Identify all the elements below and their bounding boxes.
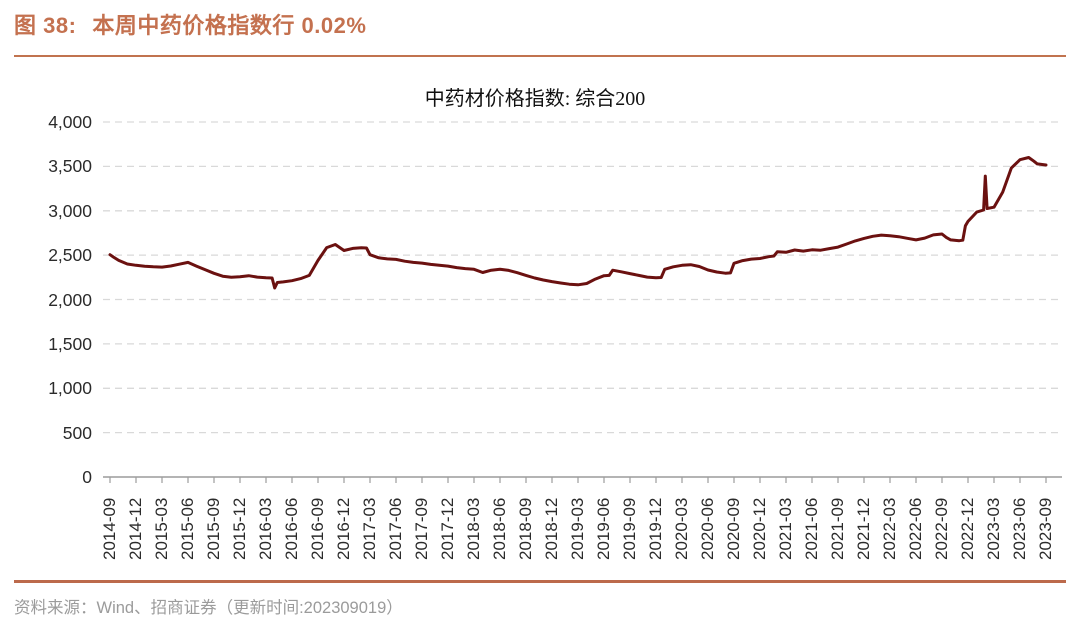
y-axis-label: 4,000 xyxy=(48,112,92,132)
title-separator xyxy=(14,55,1066,57)
x-axis-label: 2021-06 xyxy=(802,497,821,560)
x-axis-label: 2019-06 xyxy=(594,497,613,560)
x-axis-label: 2019-09 xyxy=(620,497,639,560)
y-axis-label: 500 xyxy=(62,422,92,443)
x-axis-label: 2020-12 xyxy=(750,497,769,560)
y-axis-label: 1,500 xyxy=(48,333,92,354)
x-axis-label: 2015-12 xyxy=(230,497,249,560)
x-axis-label: 2023-03 xyxy=(984,497,1003,560)
x-axis-label: 2017-03 xyxy=(360,497,379,560)
x-axis-label: 2015-03 xyxy=(152,497,171,560)
x-axis-label: 2022-03 xyxy=(880,497,899,560)
x-axis-label: 2019-12 xyxy=(646,497,665,560)
figure-number: 图 38: xyxy=(14,13,77,38)
x-axis-label: 2020-06 xyxy=(698,497,717,560)
x-axis-label: 2015-09 xyxy=(204,497,223,560)
figure-bottom-rule xyxy=(14,580,1066,583)
y-axis-label: 3,000 xyxy=(48,200,92,221)
x-axis-label: 2018-09 xyxy=(516,497,535,560)
x-axis-label: 2016-12 xyxy=(334,497,353,560)
x-axis-label: 2022-12 xyxy=(958,497,977,560)
x-axis-label: 2017-06 xyxy=(386,497,405,560)
x-axis-label: 2016-09 xyxy=(308,497,327,560)
y-axis-label: 3,500 xyxy=(48,156,92,177)
x-axis-label: 2014-09 xyxy=(100,497,119,560)
x-axis-label: 2021-12 xyxy=(854,497,873,560)
x-axis-label: 2021-09 xyxy=(828,497,847,560)
x-axis-label: 2023-09 xyxy=(1036,497,1055,560)
figure-title-text: 本周中药价格指数行 0.02% xyxy=(92,13,367,38)
y-axis-label: 0 xyxy=(82,467,92,487)
y-axis-label: 2,500 xyxy=(48,245,92,266)
x-axis-label: 2016-06 xyxy=(282,497,301,560)
price-line xyxy=(108,156,1048,290)
x-axis-label: 2015-06 xyxy=(178,497,197,560)
x-axis-label: 2020-09 xyxy=(724,497,743,560)
chart-title: 中药材价格指数: 综合200 xyxy=(424,88,646,110)
x-axis-label: 2017-09 xyxy=(412,497,431,560)
x-axis-label: 2020-03 xyxy=(672,497,691,560)
source-note-text: Wind、招商证券（更新时间:202309019） xyxy=(96,599,403,617)
source-note-prefix: 资料来源： xyxy=(14,599,97,617)
source-note: 资料来源：Wind、招商证券（更新时间:202309019） xyxy=(14,594,403,618)
x-axis-label: 2022-06 xyxy=(906,497,925,560)
x-axis-label: 2021-03 xyxy=(776,497,795,560)
x-axis-label: 2022-09 xyxy=(932,497,951,560)
y-axis-label: 2,000 xyxy=(48,289,92,310)
x-axis-label: 2023-06 xyxy=(1010,497,1029,560)
figure-title: 图 38: 本周中药价格指数行 0.02% xyxy=(14,8,366,40)
x-axis-label: 2019-03 xyxy=(568,497,587,560)
y-axis-label: 1,000 xyxy=(48,378,92,399)
x-axis-label: 2018-03 xyxy=(464,497,483,560)
x-axis-label: 2016-03 xyxy=(256,497,275,560)
x-axis-label: 2017-12 xyxy=(438,497,457,560)
x-axis-label: 2018-12 xyxy=(542,497,561,560)
x-axis-label: 2014-12 xyxy=(126,497,145,560)
x-axis-label: 2018-06 xyxy=(490,497,509,560)
